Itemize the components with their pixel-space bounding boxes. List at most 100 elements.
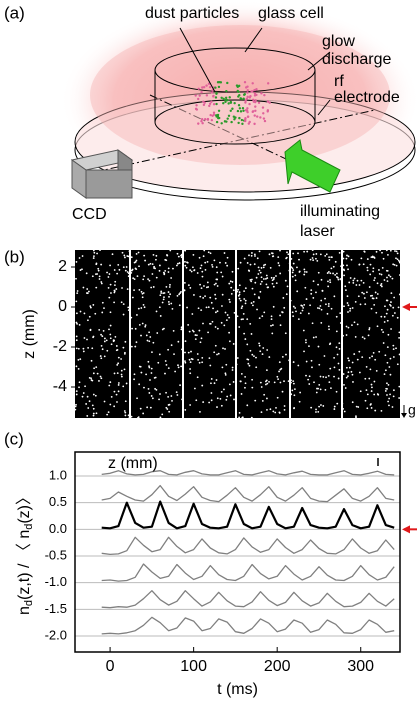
particle xyxy=(215,326,217,328)
particle xyxy=(348,327,350,329)
particle xyxy=(317,388,319,390)
particle xyxy=(186,307,188,309)
particle xyxy=(75,278,77,280)
particle xyxy=(261,267,263,269)
particle xyxy=(168,271,170,273)
particle xyxy=(148,264,150,266)
particle xyxy=(336,330,338,332)
particle xyxy=(279,273,281,275)
particle xyxy=(216,266,218,268)
particle xyxy=(155,255,157,257)
dust-dot xyxy=(218,86,220,88)
particle xyxy=(117,349,119,351)
particle xyxy=(156,332,158,334)
panel-label: (a) xyxy=(4,3,25,22)
particle xyxy=(303,269,305,271)
particle xyxy=(124,257,126,259)
dust-dot xyxy=(237,110,239,112)
particle xyxy=(76,339,78,341)
particle xyxy=(366,291,368,293)
particle xyxy=(231,293,233,295)
particle xyxy=(124,415,126,417)
particle xyxy=(297,252,299,254)
particle xyxy=(399,294,401,296)
particle xyxy=(374,381,376,383)
particle xyxy=(168,367,170,369)
particle xyxy=(151,273,153,275)
particle xyxy=(110,337,112,339)
particle xyxy=(356,406,358,408)
particle xyxy=(237,268,239,270)
particle xyxy=(204,262,206,264)
particle xyxy=(271,318,273,320)
particle xyxy=(312,297,314,299)
particle xyxy=(114,269,116,271)
particle xyxy=(75,406,77,408)
particle xyxy=(180,291,182,293)
particle xyxy=(367,269,369,271)
particle xyxy=(104,341,106,343)
particle xyxy=(84,337,86,339)
particle xyxy=(169,250,171,252)
particle xyxy=(245,303,247,305)
particle xyxy=(92,404,94,406)
particle xyxy=(251,354,253,356)
particle xyxy=(201,287,203,289)
particle xyxy=(279,315,281,317)
particle xyxy=(369,357,371,359)
particle xyxy=(268,356,270,358)
particle xyxy=(189,372,191,374)
particle xyxy=(379,273,381,275)
particle xyxy=(87,319,89,321)
x-tick-label: 200 xyxy=(264,658,291,675)
particle xyxy=(77,359,79,361)
particle xyxy=(166,254,168,256)
particle xyxy=(357,280,359,282)
particle xyxy=(315,253,317,255)
particle xyxy=(305,339,307,341)
dust-dot xyxy=(218,117,220,119)
particle xyxy=(369,274,371,276)
particle xyxy=(110,284,112,286)
dust-dot xyxy=(215,96,217,98)
particle xyxy=(227,257,229,259)
particle xyxy=(282,312,284,314)
dust-dot xyxy=(260,92,262,94)
particle xyxy=(93,413,95,415)
y-tick-label: -4 xyxy=(53,378,67,395)
particle xyxy=(309,304,311,306)
particle xyxy=(272,255,274,257)
particle xyxy=(360,280,362,282)
dust-dot xyxy=(224,120,226,122)
particle xyxy=(302,310,304,312)
particle xyxy=(388,366,390,368)
particle xyxy=(266,398,268,400)
particle xyxy=(258,266,260,268)
particle xyxy=(143,255,145,257)
particle xyxy=(147,361,149,363)
particle xyxy=(197,359,199,361)
particle xyxy=(347,375,349,377)
particle xyxy=(360,257,362,259)
particle xyxy=(85,403,87,405)
particle xyxy=(331,308,333,310)
particle xyxy=(266,283,268,285)
particle xyxy=(86,415,88,417)
particle xyxy=(111,343,113,345)
particle xyxy=(168,291,170,293)
particle xyxy=(310,289,312,291)
particle xyxy=(138,265,140,267)
particle xyxy=(168,267,170,269)
particle xyxy=(263,278,265,280)
particle xyxy=(222,276,224,278)
particle xyxy=(179,262,181,264)
particle xyxy=(232,281,234,283)
particle xyxy=(109,404,111,406)
particle xyxy=(189,404,191,406)
particle xyxy=(83,351,85,353)
particle xyxy=(304,287,306,289)
dust-dot xyxy=(267,109,269,111)
particle xyxy=(202,323,204,325)
particle xyxy=(398,337,400,339)
particle xyxy=(381,329,383,331)
